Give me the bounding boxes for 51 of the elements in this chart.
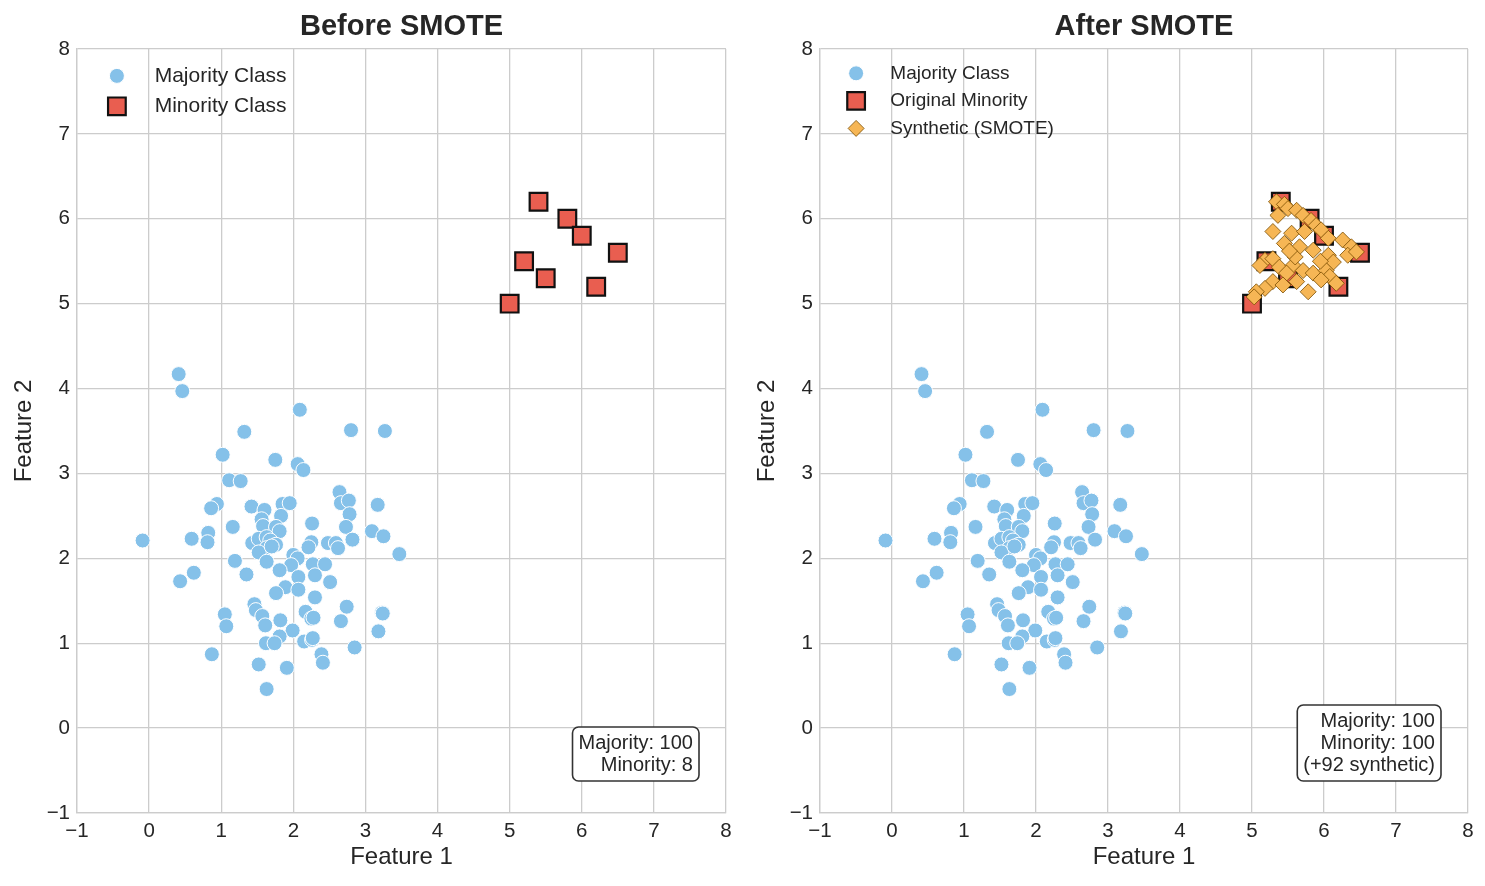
annotation: Majority: 100 Minority: 8: [578, 730, 693, 775]
x-tick-label: 6: [1318, 817, 1330, 841]
x-tick-label: 8: [720, 817, 732, 841]
legend-label: Majority Class: [154, 62, 287, 86]
annotation: Majority: 100 Minority: 100 (+92 synthetic): [1303, 708, 1435, 775]
x-tick-label: 5: [1246, 817, 1258, 841]
x-tick-label: 1: [958, 817, 970, 841]
chart-title: After SMOTE: [1054, 9, 1234, 41]
x-tick-label: 4: [1174, 817, 1186, 841]
x-tick-label: 7: [648, 817, 660, 841]
x-tick-label: 7: [1390, 817, 1402, 841]
x-tick-label: 5: [503, 817, 516, 841]
x-tick-label: 1: [215, 817, 227, 841]
y-tick-label: 4: [58, 375, 70, 399]
y-tick-label: 0: [801, 714, 813, 738]
x-tick-label: 0: [886, 817, 898, 841]
y-axis-title: Feature 2: [9, 379, 37, 483]
x-tick-label: 8: [1462, 817, 1474, 841]
legend-label: Synthetic (SMOTE): [890, 116, 1054, 138]
x-tick-label: 4: [431, 817, 444, 841]
y-tick-label: 2: [58, 544, 70, 568]
y-tick-label: 1: [801, 629, 813, 653]
y-tick-label: 8: [58, 35, 70, 59]
legend-label: Majority Class: [890, 61, 1010, 83]
y-tick-label: 7: [58, 120, 70, 144]
x-tick-label: 3: [359, 817, 372, 841]
legend-label: Original Minority: [890, 89, 1029, 111]
y-tick-label: 2: [801, 544, 813, 568]
y-tick-label: 5: [58, 290, 70, 314]
chart-title: Before SMOTE: [299, 9, 504, 41]
y-tick-label: 3: [58, 460, 70, 484]
x-tick-label: 3: [1102, 817, 1114, 841]
y-tick-label: 5: [801, 290, 813, 314]
y-axis-title: Feature 2: [752, 379, 780, 483]
y-tick-label: 6: [58, 205, 70, 229]
y-tick-label: 0: [58, 714, 70, 738]
x-axis-title: Feature 1: [350, 842, 453, 870]
y-tick-label: 1: [58, 629, 70, 653]
y-tick-label: 8: [801, 35, 813, 59]
y-tick-label: 6: [801, 205, 813, 229]
legend-label: Minority Class: [154, 93, 287, 117]
x-tick-label: 6: [576, 817, 588, 841]
x-tick-label: 2: [1030, 817, 1042, 841]
y-tick-label: 7: [801, 120, 813, 144]
y-tick-label: 4: [801, 375, 813, 399]
x-tick-label: 2: [287, 817, 300, 841]
y-tick-label: −1: [789, 799, 813, 823]
x-tick-label: 0: [143, 817, 155, 841]
y-tick-label: −1: [46, 799, 70, 823]
y-tick-label: 3: [801, 460, 813, 484]
x-axis-title: Feature 1: [1092, 842, 1196, 870]
